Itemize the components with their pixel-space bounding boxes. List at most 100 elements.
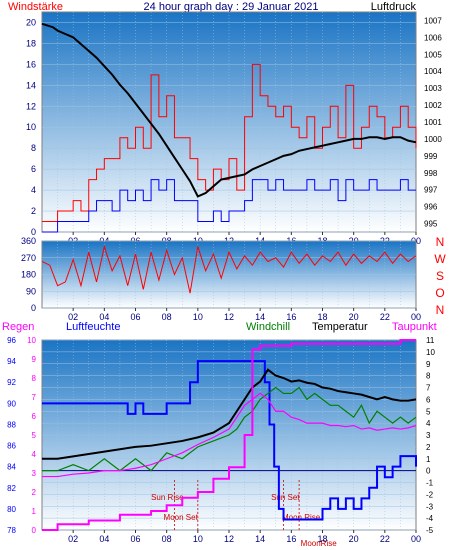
rain-tick-label: 10 <box>27 336 36 345</box>
direction-tick-label: 360 <box>21 236 36 246</box>
humidity-tick-label: 90 <box>7 399 16 408</box>
x-tick-label: 18 <box>317 534 327 544</box>
rain-tick-label: 3 <box>32 469 37 478</box>
temp-tick-label: 11 <box>426 336 435 345</box>
humidity-tick-label: 88 <box>7 420 16 429</box>
direction-tick-label: 90 <box>26 286 36 296</box>
wind-tick-label: 20 <box>26 17 36 27</box>
pressure-tick-label: 1005 <box>424 50 442 59</box>
wind-direction-line <box>41 244 417 294</box>
humidity-tick-label: 80 <box>7 505 16 514</box>
pressure-tick-label: 1007 <box>424 16 442 25</box>
rain-tick-label: 9 <box>32 355 37 364</box>
pressure-tick-label: 1002 <box>424 101 442 110</box>
humidity-tick-label: 92 <box>7 378 16 387</box>
compass-label: W <box>434 252 446 266</box>
x-tick-label: 18 <box>317 312 327 322</box>
rain-tick-label: 4 <box>32 450 37 459</box>
x-tick-label: 02 <box>68 534 78 544</box>
dewpoint-axis-title: Taupunkt <box>392 321 437 333</box>
x-tick-label: 00 <box>411 312 421 322</box>
astro-annotation: Moon Set <box>164 513 199 522</box>
x-tick-label: 14 <box>255 534 265 544</box>
x-tick-label: 22 <box>380 534 390 544</box>
x-tick-label: 04 <box>99 534 109 544</box>
temp-tick-label: 4 <box>426 419 431 428</box>
pressure-tick-label: 996 <box>424 203 438 212</box>
temp-tick-label: -2 <box>426 490 434 499</box>
compass-label: O <box>435 286 444 300</box>
direction-tick-label: 270 <box>21 253 36 263</box>
wind-tick-label: 10 <box>26 122 36 132</box>
wind-tick-label: 14 <box>26 80 36 90</box>
x-tick-label: 12 <box>224 312 234 322</box>
wind-speed-line <box>42 63 417 223</box>
rain-line <box>42 339 416 531</box>
rain-tick-label: 7 <box>32 393 37 402</box>
x-tick-label: 04 <box>99 312 109 322</box>
pressure-tick-label: 999 <box>424 152 438 161</box>
humidity-tick-label: 94 <box>7 357 16 366</box>
x-tick-label: 06 <box>130 312 140 322</box>
x-tick-label: 08 <box>162 534 172 544</box>
x-tick-label: 16 <box>286 534 296 544</box>
temp-tick-label: 6 <box>426 395 431 404</box>
temp-tick-label: 3 <box>426 431 431 440</box>
humidity-axis-title: Luftfeuchte <box>66 321 120 333</box>
astro-annotation: Sun Set <box>271 493 300 502</box>
wind-tick-label: 2 <box>31 206 36 216</box>
wind-tick-label: 8 <box>31 143 36 153</box>
pressure-tick-label: 1001 <box>424 118 442 127</box>
x-tick-label: 20 <box>349 534 359 544</box>
temp-tick-label: 7 <box>426 384 431 393</box>
rain-tick-label: 8 <box>32 374 37 383</box>
rain-tick-label: 5 <box>32 431 37 440</box>
rain-tick-label: 0 <box>32 526 37 535</box>
rain-tick-label: 2 <box>32 488 37 497</box>
x-tick-label: 16 <box>286 312 296 322</box>
graph-title: 24 hour graph day : 29 Januar 2021 <box>144 1 319 13</box>
compass-label: S <box>436 269 444 283</box>
dewpoint-line <box>42 392 417 478</box>
temp-tick-label: -1 <box>426 479 434 488</box>
humidity-tick-label: 96 <box>7 336 16 345</box>
humidity-tick-label: 78 <box>7 526 16 535</box>
pressure-line <box>41 22 417 198</box>
pressure-tick-label: 1000 <box>424 135 442 144</box>
pressure-tick-label: 1003 <box>424 84 442 93</box>
compass-label: N <box>436 303 445 317</box>
humidity-tick-label: 86 <box>7 442 16 451</box>
x-tick-label: 06 <box>130 534 140 544</box>
temp-tick-label: 0 <box>426 467 431 476</box>
x-tick-label: 02 <box>68 312 78 322</box>
compass-label: N <box>436 235 445 249</box>
x-tick-label: 20 <box>349 312 359 322</box>
humidity-tick-label: 82 <box>7 484 16 493</box>
pressure-axis-title: Luftdruck <box>371 1 417 13</box>
x-tick-label: 00 <box>411 534 421 544</box>
humidity-line <box>42 360 417 521</box>
temp-tick-label: 8 <box>426 372 431 381</box>
humidity-tick-label: 84 <box>7 463 16 472</box>
wind-tick-label: 12 <box>26 101 36 111</box>
direction-tick-label: 180 <box>21 270 36 280</box>
x-tick-label: 12 <box>224 534 234 544</box>
direction-tick-label: 0 <box>31 303 36 313</box>
pressure-tick-label: 1004 <box>424 67 442 76</box>
wind-axis-title: Windstärke <box>8 1 63 13</box>
temp-tick-label: -3 <box>426 502 434 511</box>
astro-annotation: Moon Rise <box>282 513 321 522</box>
temp-tick-label: -4 <box>426 514 434 523</box>
pressure-tick-label: 995 <box>424 220 438 229</box>
x-tick-label: 10 <box>193 534 203 544</box>
x-tick-label: 22 <box>380 312 390 322</box>
temp-tick-label: -5 <box>426 526 434 535</box>
pressure-tick-label: 998 <box>424 169 438 178</box>
windchill-axis-title: Windchill <box>246 321 290 333</box>
rain-tick-label: 6 <box>32 412 37 421</box>
temperature-line <box>42 368 417 460</box>
temp-tick-label: 2 <box>426 443 431 452</box>
wind-tick-label: 6 <box>31 164 36 174</box>
temp-tick-label: 5 <box>426 407 431 416</box>
wind-tick-label: 18 <box>26 38 36 48</box>
